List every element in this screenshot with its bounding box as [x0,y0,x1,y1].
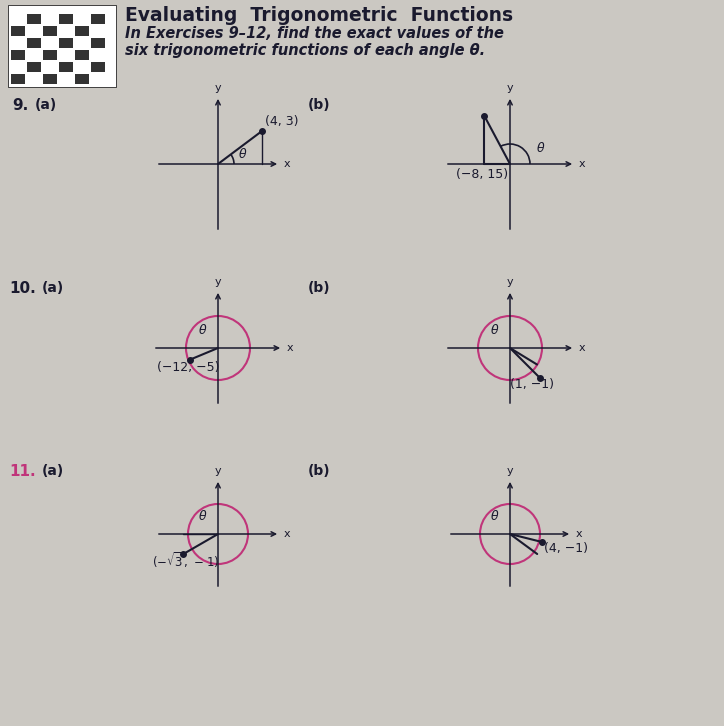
Bar [11,26,25,36]
Text: $\theta$: $\theta$ [536,141,545,155]
Text: (−8, 15): (−8, 15) [456,168,508,181]
Bar [59,62,73,72]
Bar [91,62,105,72]
Text: y: y [215,277,222,287]
Text: y: y [507,83,513,93]
Text: (b): (b) [308,464,331,478]
Bar [11,50,25,60]
Text: In Exercises 9–12, find the exact values of the: In Exercises 9–12, find the exact values… [125,26,504,41]
Text: x: x [284,529,290,539]
Text: (b): (b) [308,281,331,295]
Bar [59,14,73,24]
Bar [43,74,57,84]
Text: (1, −1): (1, −1) [510,378,554,391]
Text: 10.: 10. [9,281,35,296]
Text: x: x [284,159,290,169]
Text: x: x [579,343,586,353]
Text: six trigonometric functions of each angle θ.: six trigonometric functions of each angl… [125,43,485,58]
Text: 9.: 9. [12,98,28,113]
Text: (b): (b) [308,98,331,112]
Text: (a): (a) [42,281,64,295]
Text: y: y [507,466,513,476]
Text: y: y [215,83,222,93]
Text: $\theta$: $\theta$ [198,509,207,523]
Text: (a): (a) [42,464,64,478]
Text: (4, 3): (4, 3) [265,115,298,128]
Bar [75,74,89,84]
Text: x: x [287,343,294,353]
Bar [75,50,89,60]
Text: x: x [576,529,583,539]
Bar [91,14,105,24]
Bar [59,38,73,48]
Text: $\theta$: $\theta$ [238,147,248,161]
Bar [75,26,89,36]
Text: y: y [215,466,222,476]
Text: $(-\sqrt{3},\,-1)$: $(-\sqrt{3},\,-1)$ [152,550,219,570]
Text: $\theta$: $\theta$ [490,509,500,523]
Bar [91,38,105,48]
Text: (a): (a) [35,98,57,112]
Bar [27,14,41,24]
Bar [27,62,41,72]
Text: x: x [579,159,586,169]
Bar [27,38,41,48]
Bar [43,26,57,36]
Text: 11.: 11. [9,464,35,479]
Text: $\theta$: $\theta$ [490,323,500,337]
Text: Evaluating  Trigonometric  Functions: Evaluating Trigonometric Functions [125,6,513,25]
Bar [11,74,25,84]
Text: $\theta$: $\theta$ [198,323,207,337]
Bar [43,50,57,60]
Text: (4, −1): (4, −1) [544,542,588,555]
Text: (−12, −5): (−12, −5) [157,362,219,375]
Bar [8,5,116,87]
Text: y: y [507,277,513,287]
